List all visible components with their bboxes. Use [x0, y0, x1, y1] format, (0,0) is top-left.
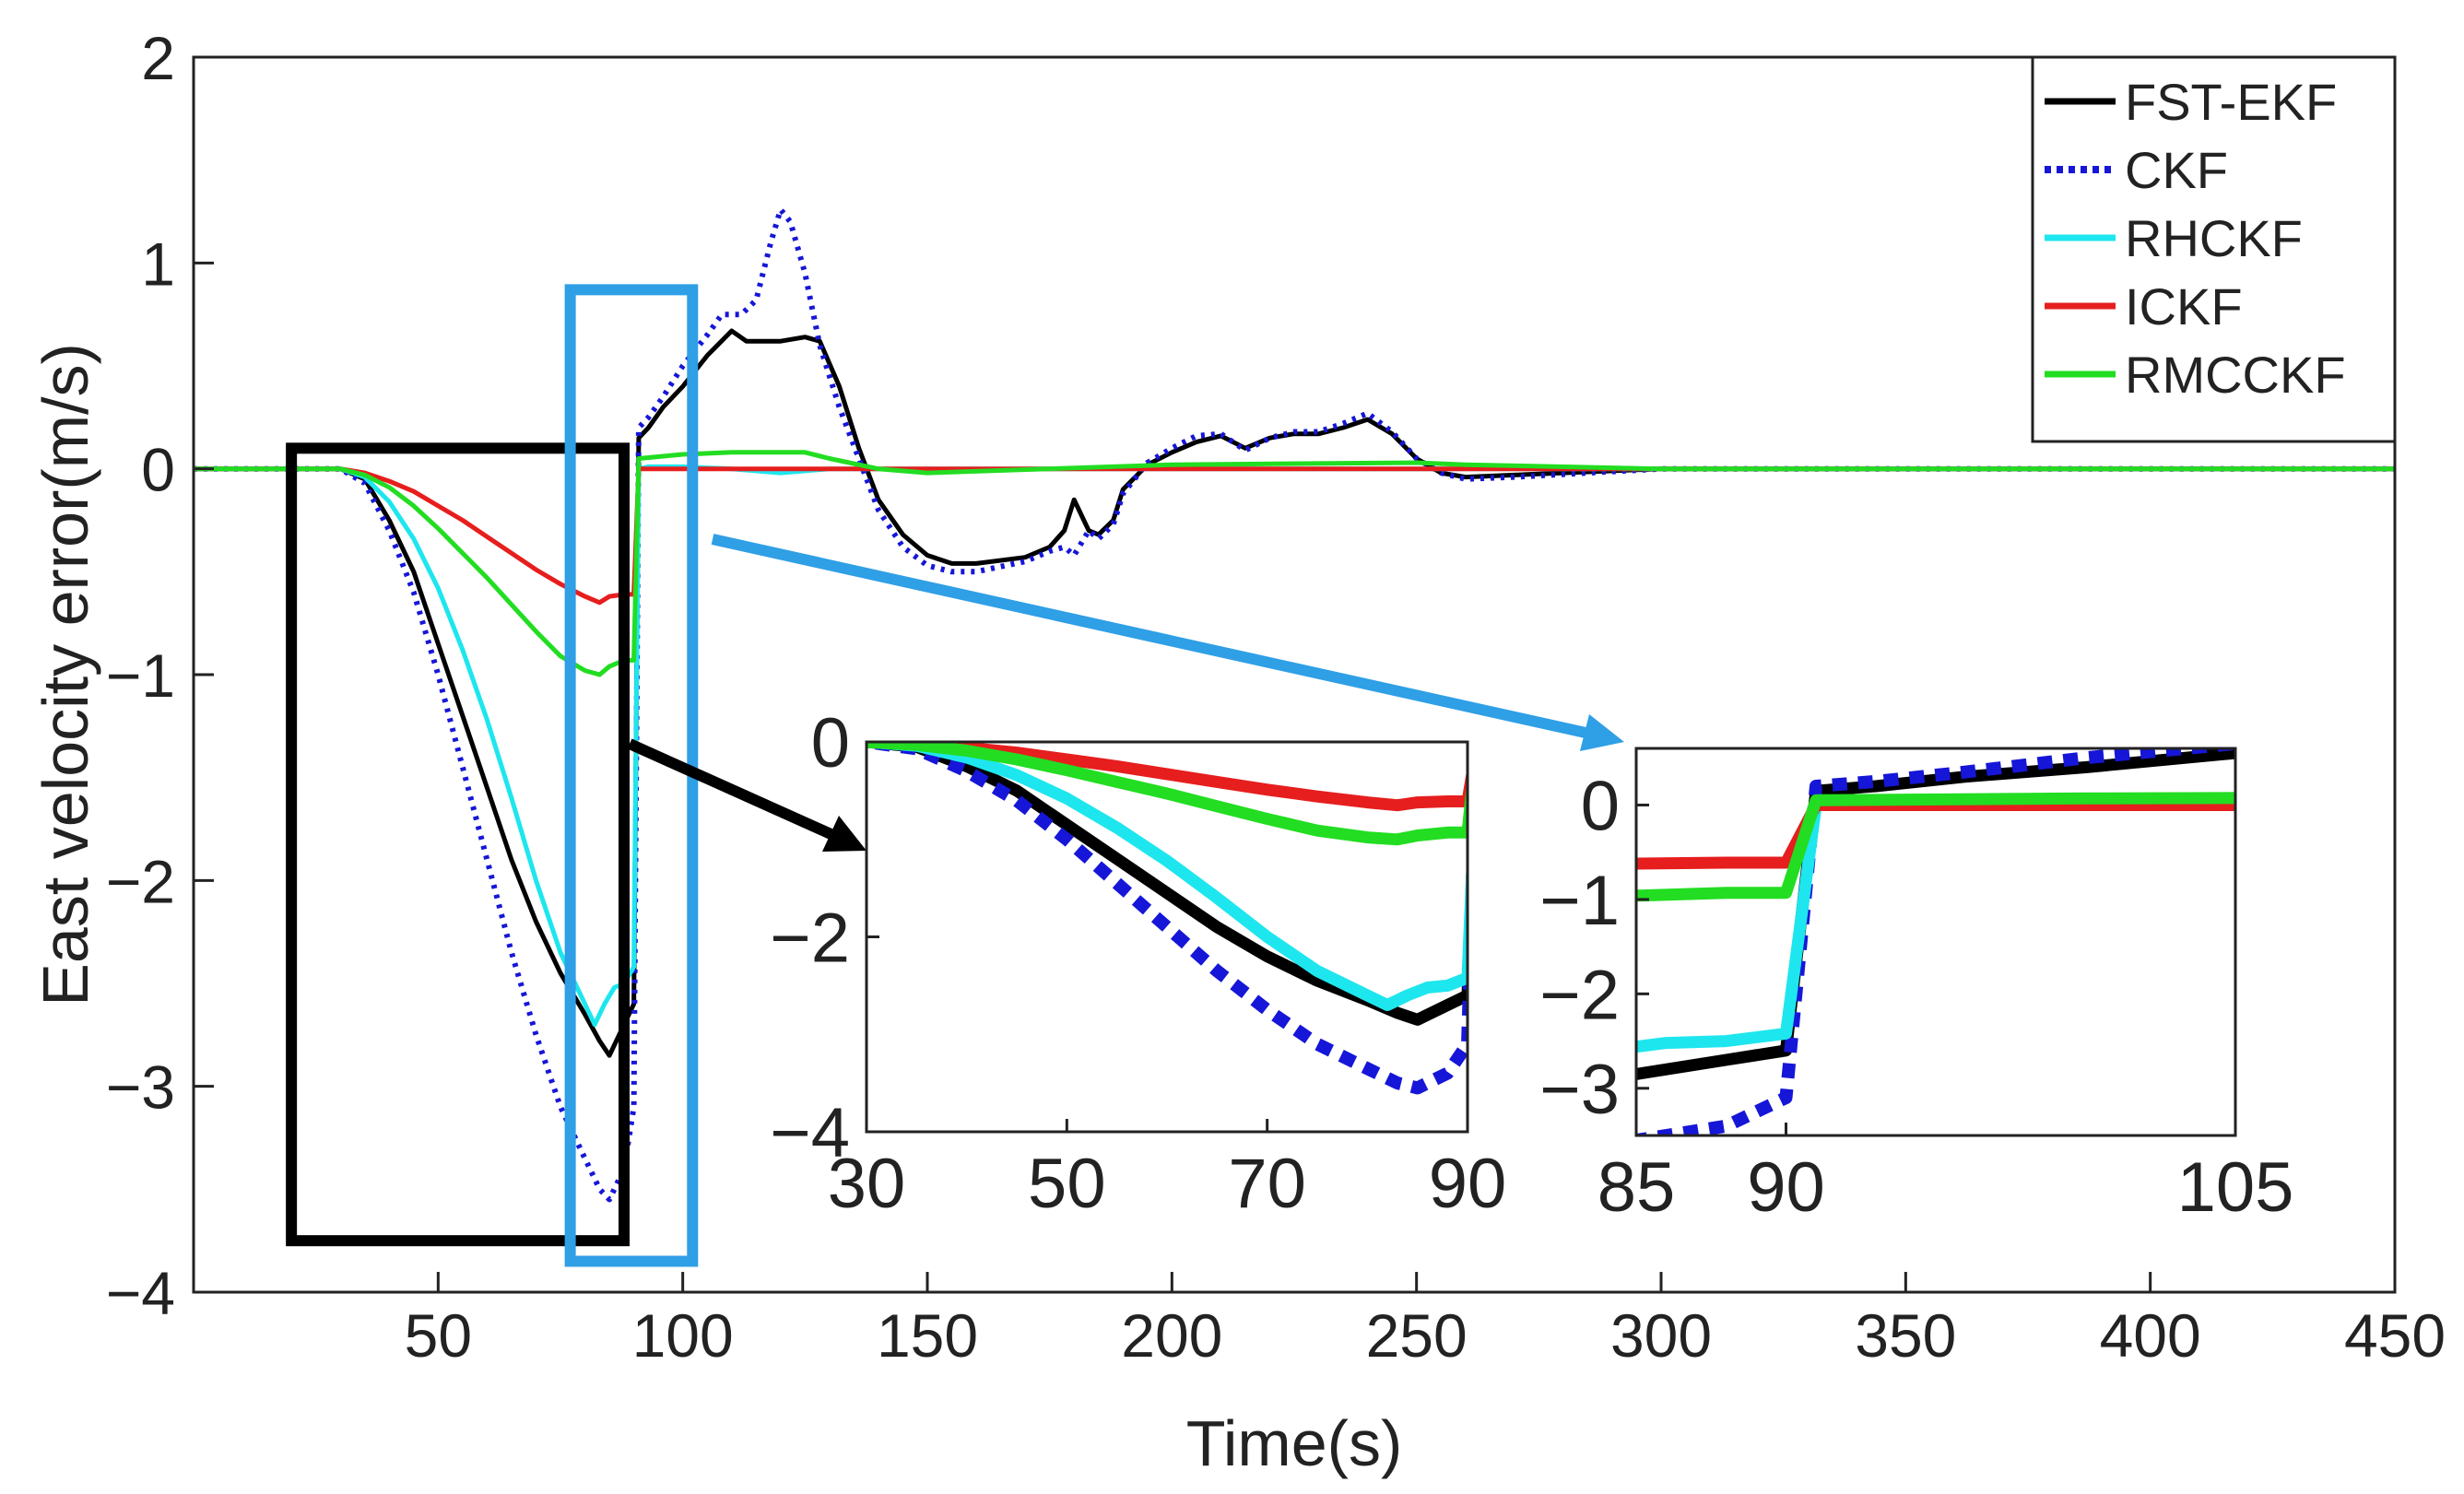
legend-label-ickf: ICKF	[2125, 277, 2243, 335]
main-ytick-label: 1	[141, 229, 175, 298]
legend-label-rhckf: RHCKF	[2125, 209, 2303, 267]
main-xtick-label: 150	[877, 1301, 978, 1370]
main-xtick-label: 450	[2344, 1301, 2446, 1370]
inset-2-background	[1636, 748, 2235, 1135]
i1-xtick-label: 50	[1028, 1145, 1106, 1223]
main-xtick-label: 250	[1366, 1301, 1468, 1370]
zoom-arrow-black-line	[627, 738, 840, 842]
legend: FST-EKF CKF RHCKF ICKF RMCCKF	[2031, 55, 2397, 443]
i2-ytick-label: 0	[1581, 767, 1620, 845]
inset-1-series	[867, 742, 1468, 1095]
i1-xtick-label: 90	[1429, 1145, 1507, 1223]
main-series-rmcckf	[194, 450, 2395, 677]
i1-xtick-label: 70	[1228, 1145, 1306, 1223]
i1-series-fst-ekf	[867, 742, 1468, 1026]
zoom-arrows	[627, 534, 1624, 852]
i2-xtick-label: 105	[2177, 1148, 2294, 1227]
i2-ytick-label: −1	[1539, 862, 1620, 940]
main-xtick-label: 400	[2100, 1301, 2201, 1370]
i1-ytick-label: 0	[811, 704, 850, 782]
main-ytick-label: −1	[106, 641, 175, 710]
main-series-fst-ekf	[194, 328, 2395, 1058]
inset-1-ticks: 30 50 70 90 0 −2 −4	[770, 704, 1506, 1223]
legend-label-ckf: CKF	[2125, 141, 2228, 199]
main-ytick-label: −3	[106, 1053, 175, 1122]
inset-2-ticks: 85 90 105 0 −1 −2 −3	[1539, 767, 2293, 1227]
i1-series-ckf	[867, 742, 1468, 1095]
main-xtick-label: 350	[1855, 1301, 1956, 1370]
i2-ytick-label: −2	[1539, 956, 1620, 1034]
legend-label-fst-ekf: FST-EKF	[2125, 73, 2337, 131]
main-series	[194, 206, 2395, 1203]
legend-label-rmcckf: RMCCKF	[2125, 346, 2346, 404]
main-ytick-label: 2	[141, 24, 175, 92]
main-ytick-label: 0	[141, 436, 175, 504]
main-series-ckf	[194, 206, 2395, 1203]
i1-series-rmcckf	[867, 742, 1468, 846]
main-ytick-label: −2	[106, 847, 175, 915]
zoom-arrow-black-head	[822, 816, 867, 852]
i1-xtick-label: 30	[828, 1145, 906, 1223]
main-xtick-label: 100	[632, 1301, 734, 1370]
i1-ytick-label: −2	[770, 900, 850, 978]
highlight-box-black	[286, 442, 630, 1247]
i2-xtick-label: 85	[1597, 1148, 1676, 1227]
i1-ytick-label: −4	[770, 1094, 850, 1172]
inset-2-frame	[1634, 747, 2237, 1137]
legend-items: FST-EKF CKF RHCKF ICKF RMCCKF	[2045, 73, 2346, 404]
zoom-arrow-blue-line	[711, 534, 1587, 738]
y-axis-label: East velocity error(m/s)	[29, 343, 101, 1006]
main-xtick-label: 300	[1610, 1301, 1712, 1370]
inset-plot-2: 85 90 105 0 −1 −2 −3	[1539, 747, 2293, 1227]
main-xtick-label: 200	[1121, 1301, 1222, 1370]
i2-xtick-label: 90	[1747, 1148, 1825, 1227]
x-axis-label: Time(s)	[1186, 1407, 1403, 1479]
zoom-arrow-blue-head	[1580, 714, 1624, 751]
main-ytick-label: −4	[106, 1259, 175, 1327]
i2-ytick-label: −3	[1539, 1051, 1620, 1129]
main-xtick-label: 50	[405, 1301, 472, 1370]
inset-plot-1: 30 50 70 90 0 −2 −4	[770, 704, 1506, 1223]
